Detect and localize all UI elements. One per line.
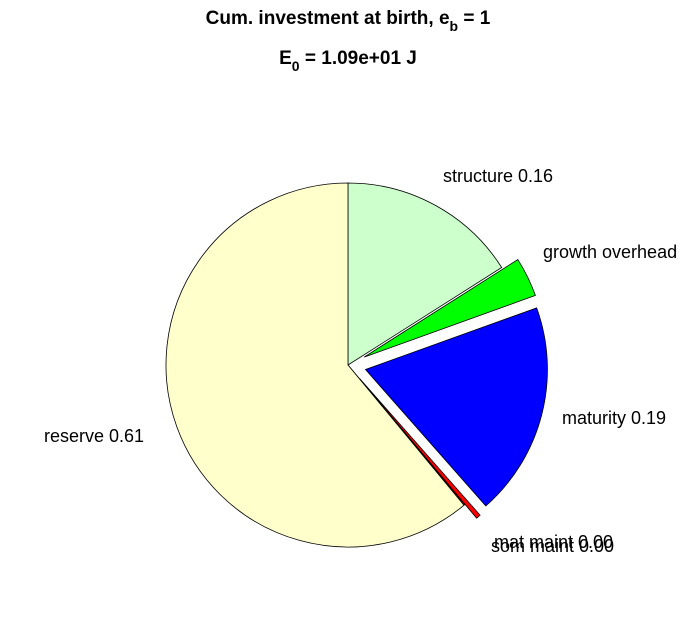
chart-title-line1: Cum. investment at birth, eb = 1 [0,8,696,34]
pie-slice-mat-maint [359,378,481,519]
pie-slice-structure [347,182,503,366]
title-line1-subscript: b [449,18,459,34]
slice-label-structure: structure 0.16 [443,166,553,186]
title-line1-text: Cum. investment at birth, e [205,8,450,29]
slice-label-reserve: reserve 0.61 [44,426,144,446]
slice-label-growth-overhead: growth overhead [543,242,677,262]
chart-title-line2: E0 = 1.09e+01 J [0,48,696,74]
pie-slice-maturity [364,307,548,507]
pie-slice-reserve [165,182,465,548]
slice-label-mat-maint: mat maint 0.00 [494,532,613,552]
slice-label-maturity: maturity 0.19 [562,408,666,428]
pie-slice-growth-overhead [363,259,536,358]
title-line2-suffix: = 1.09e+01 J [299,48,417,69]
title-line2-subscript: 0 [291,58,300,74]
slice-label-som-maint: som maint 0.00 [491,536,614,556]
title-line1-suffix: = 1 [458,8,491,29]
title-line2-text: E [279,48,292,69]
